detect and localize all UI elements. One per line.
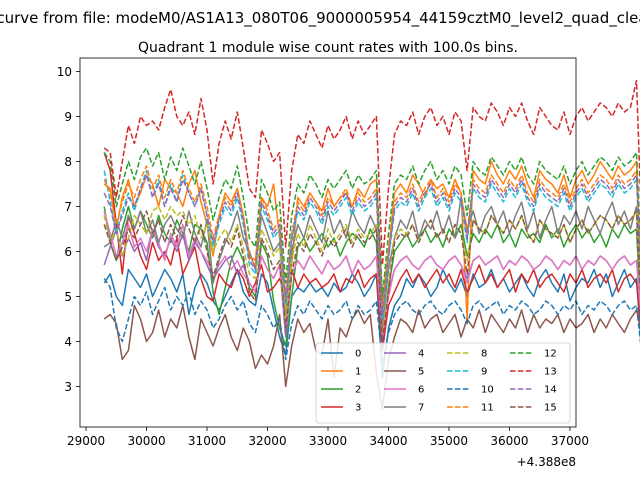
y-axis: 3 4 5 6 7 8 9 10 [57, 65, 80, 394]
series-layer [103, 79, 640, 410]
legend-label: 1 [355, 367, 361, 378]
x-tick-label: 31000 [188, 434, 226, 448]
legend-label: 7 [418, 403, 424, 414]
series-line-10 [103, 278, 640, 365]
series-line-3 [103, 152, 640, 352]
x-tick-label: 35000 [430, 434, 468, 448]
x-offset-label: +4.388e8 [517, 455, 576, 469]
series-line-15 [103, 210, 640, 343]
x-tick-label: 29000 [67, 434, 105, 448]
y-tick-label: 9 [64, 110, 72, 124]
legend-box [315, 342, 571, 424]
legend-label: 6 [418, 385, 424, 396]
legend-label: 12 [544, 349, 557, 360]
x-tick-label: 37000 [551, 434, 589, 448]
series-line-6 [103, 210, 640, 338]
legend-label: 4 [418, 349, 424, 360]
legend-label: 15 [544, 403, 557, 414]
y-tick-label: 3 [64, 380, 72, 394]
legend-label: 8 [481, 349, 487, 360]
x-tick-label: 32000 [248, 434, 286, 448]
y-tick-label: 10 [57, 65, 72, 79]
series-line-13 [103, 79, 640, 266]
chart-title: Quadrant 1 module wise count rates with … [138, 40, 518, 56]
y-tick-label: 7 [64, 200, 72, 214]
figure-suptitle: Light curve from file: modeM0/AS1A13_080… [0, 9, 640, 28]
x-tick-label: 33000 [309, 434, 347, 448]
legend-label: 13 [544, 367, 557, 378]
series-line-11 [103, 165, 640, 311]
y-tick-label: 5 [64, 290, 72, 304]
series-line-8 [103, 205, 640, 338]
y-tick-label: 6 [64, 245, 72, 259]
y-tick-label: 4 [64, 335, 72, 349]
series-line-2 [103, 205, 640, 347]
series-line-5 [103, 304, 640, 410]
legend-label: 10 [481, 385, 494, 396]
x-tick-label: 30000 [127, 434, 165, 448]
legend-label: 2 [355, 385, 361, 396]
series-line-12 [103, 147, 640, 298]
y-tick-label: 8 [64, 155, 72, 169]
legend-label: 14 [544, 385, 557, 396]
legend-label: 0 [355, 349, 361, 360]
series-line-0 [103, 268, 640, 379]
x-tick-label: 36000 [490, 434, 528, 448]
legend-label: 3 [355, 403, 361, 414]
legend-label: 5 [418, 367, 424, 378]
legend-label: 9 [481, 367, 487, 378]
legend-label: 11 [481, 403, 494, 414]
x-tick-label: 34000 [369, 434, 407, 448]
x-axis: 29000 30000 31000 32000 33000 34000 35000 36000… [67, 427, 589, 448]
